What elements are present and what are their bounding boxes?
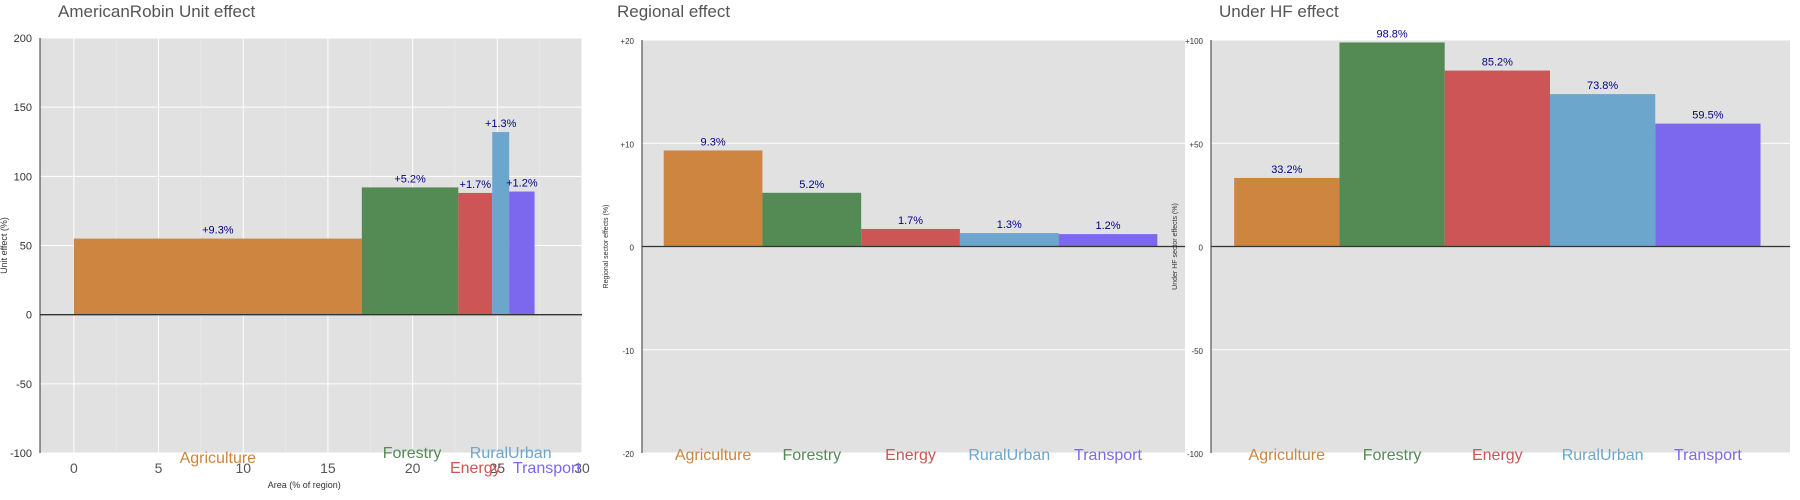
y-tick-label: -50 [16,379,32,391]
data-label: 59.5% [1692,110,1723,122]
bar-forestry [762,192,862,247]
x-tick-label: 20 [405,460,421,476]
x-tick-label: 10 [235,460,251,476]
x-tick-label: 30 [574,460,590,476]
data-label: 33.2% [1271,164,1302,176]
bar-agriculture [1234,177,1340,247]
x-tick-label: 15 [320,460,336,476]
category-label: Forestry [782,447,841,464]
y-tick-label: +10 [620,140,634,149]
y-tick-label: -10 [622,347,634,356]
y-axis-label: Unit effect (%) [0,217,9,274]
data-label: 9.3% [701,136,726,148]
bar-agriculture [73,238,362,315]
y-tick-label: +50 [1189,140,1203,149]
data-label: 98.8% [1376,28,1407,40]
bar-agriculture [663,150,763,247]
data-label: 73.8% [1587,80,1618,92]
category-label: RuralUrban [470,445,552,462]
y-axis-label: Under HF sector effects (%) [1172,203,1179,290]
data-label: +1.7% [460,179,492,191]
bar-energy [458,192,493,315]
y-tick-label: 0 [630,244,635,253]
category-label: Agriculture [675,447,752,464]
under-hf-effect-title: Under HF effect [1219,2,1339,21]
category-label: Forestry [1363,447,1422,464]
data-label: 5.2% [799,179,824,191]
data-label: +1.2% [506,178,538,190]
data-label: +1.3% [485,118,517,130]
y-tick-label: +100 [1185,37,1204,46]
bar-ruralurban [1549,94,1656,247]
y-tick-label: 0 [1199,244,1204,253]
category-label: RuralUrban [1562,447,1644,464]
y-tick-label: -100 [10,448,32,460]
y-tick-label: 150 [14,102,32,114]
x-tick-label: 0 [70,460,78,476]
y-tick-label: +20 [620,37,634,46]
y-tick-label: 100 [14,171,32,183]
category-label: Transport [1674,447,1742,464]
bar-transport [1655,123,1761,247]
category-label: Transport [1074,447,1142,464]
bar-transport [1058,234,1158,247]
category-label: Forestry [383,445,442,462]
bar-energy [861,228,960,247]
regional-effect-title: Regional effect [617,2,731,21]
bar-energy [1444,70,1550,247]
data-label: 1.2% [1095,220,1120,232]
y-tick-label: -50 [1191,347,1203,356]
y-axis-label: Regional sector effects (%) [603,205,610,289]
y-tick-label: 0 [26,310,32,322]
bar-forestry [1339,42,1445,247]
y-tick-label: 200 [14,33,32,45]
category-label: Transport [513,460,581,477]
x-tick-label: 5 [155,460,163,476]
data-label: +5.2% [394,173,426,185]
x-axis-label: Area (% of region) [268,480,341,490]
data-label: 85.2% [1482,57,1513,69]
x-tick-label: 25 [490,460,506,476]
unit-effect-title: AmericanRobin Unit effect [58,2,256,21]
data-label: +9.3% [202,225,234,237]
category-label: Agriculture [180,450,257,467]
y-tick-label: 50 [20,241,32,253]
category-label: Energy [1472,447,1523,464]
data-label: 1.3% [997,219,1022,231]
data-label: 1.7% [898,215,923,227]
bar-forestry [361,187,459,315]
bar-ruralurban [959,233,1059,247]
category-label: RuralUrban [968,447,1050,464]
bar-transport [509,191,535,315]
category-label: Energy [885,447,936,464]
y-tick-label: -100 [1187,450,1204,459]
bar-ruralurban [492,132,510,315]
category-label: Agriculture [1249,447,1326,464]
category-label: Energy [450,460,501,477]
y-tick-label: -20 [622,450,634,459]
